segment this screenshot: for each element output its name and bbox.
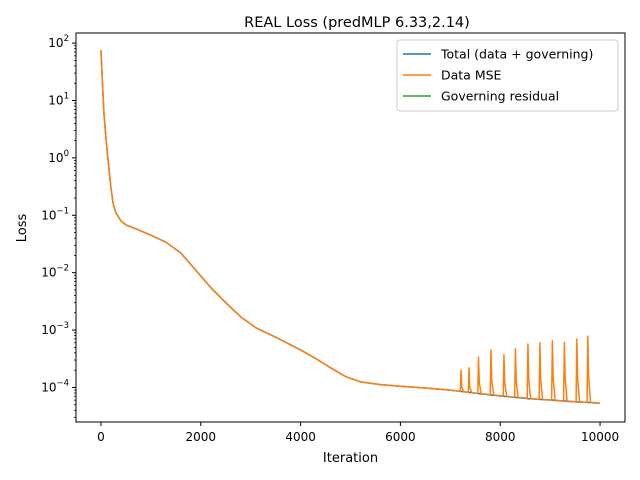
legend-box [396,39,619,112]
plot-area [100,50,601,405]
x-tick-label: 10000 [581,430,619,444]
x-tick-label: 2000 [185,430,216,444]
y-tick-label: 102 [48,34,69,50]
x-tick-label: 0 [97,430,105,444]
y-tick-label: 10−1 [41,206,69,222]
y-axis-label: Loss [15,214,30,243]
y-tick-label: 101 [48,91,69,107]
axes-frame [75,32,626,423]
legend-label-2: Governing residual [441,89,559,104]
y-axis: 10−4 10−3 10−2 10−1 100 101 102 [41,34,76,418]
legend: Total (data + governing) Data MSE Governin… [396,39,619,112]
y-tick-label: 10−2 [41,264,69,280]
x-tick-label: 6000 [385,430,416,444]
chart-title: REAL Loss (predMLP 6.33,2.14) [244,15,470,31]
series-line-1 [100,50,601,405]
y-tick-label: 10−3 [41,321,69,337]
x-tick-label: 8000 [485,430,516,444]
legend-label-0: Total (data + governing) [440,47,593,62]
legend-label-1: Data MSE [441,68,502,83]
x-tick-label: 4000 [285,430,316,444]
x-axis: 0 2000 4000 6000 8000 10000 [97,422,619,444]
x-axis-label: Iteration [323,451,378,466]
y-tick-label: 100 [48,149,69,165]
y-tick-label: 10−4 [41,378,69,394]
